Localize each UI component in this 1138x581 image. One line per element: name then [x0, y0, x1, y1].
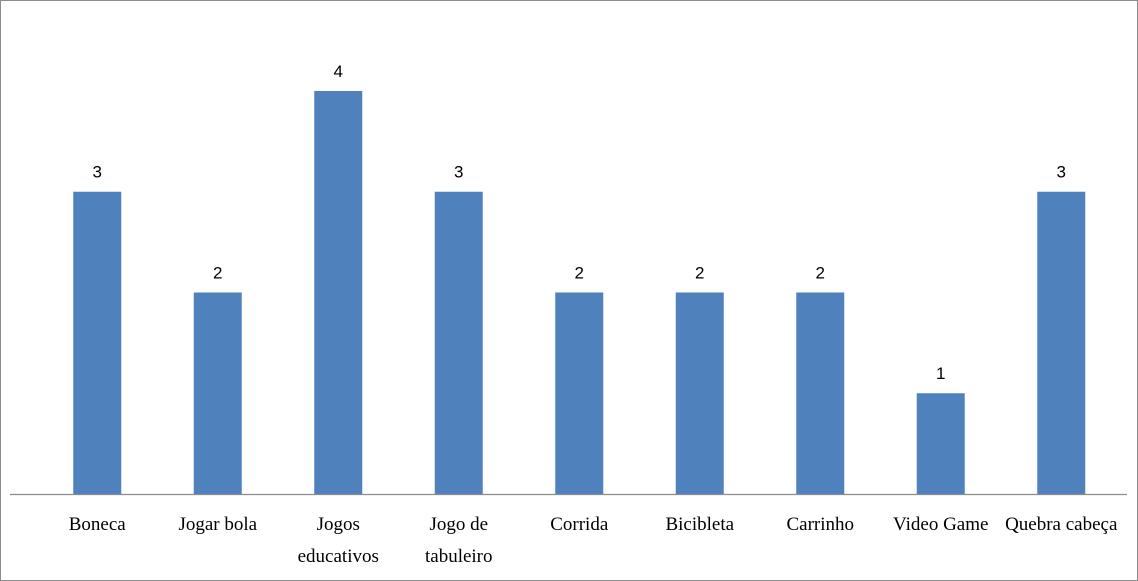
data-label: 3 — [1057, 163, 1066, 182]
bar — [916, 393, 965, 494]
data-label: 2 — [695, 263, 704, 282]
data-label: 3 — [454, 163, 463, 182]
x-tick-label: Boneca — [68, 514, 126, 535]
x-tick-label: Quebra cabeça — [1005, 514, 1118, 535]
data-label: 2 — [213, 263, 222, 282]
x-tick-label: Bicibleta — [665, 514, 735, 535]
bar — [675, 292, 724, 494]
data-label: 3 — [93, 163, 102, 182]
bar — [555, 292, 604, 494]
data-label: 4 — [334, 62, 343, 81]
bar — [193, 292, 242, 494]
x-tick-label: Carrinho — [786, 514, 855, 535]
data-label: 2 — [816, 263, 825, 282]
x-tick-label: Video Game — [893, 514, 989, 535]
bar — [434, 191, 483, 494]
x-tick-label: Corrida — [550, 514, 609, 535]
data-label: 1 — [936, 364, 945, 383]
bar — [796, 292, 845, 494]
bar — [1037, 191, 1086, 494]
x-tick-label: Jogar bola — [178, 514, 258, 535]
x-tick-label: Jogos educativos — [297, 514, 379, 567]
bar — [73, 191, 122, 494]
bar — [314, 90, 363, 494]
x-tick-label: Jogo de tabuleiro — [424, 514, 493, 567]
data-label: 2 — [575, 263, 584, 282]
